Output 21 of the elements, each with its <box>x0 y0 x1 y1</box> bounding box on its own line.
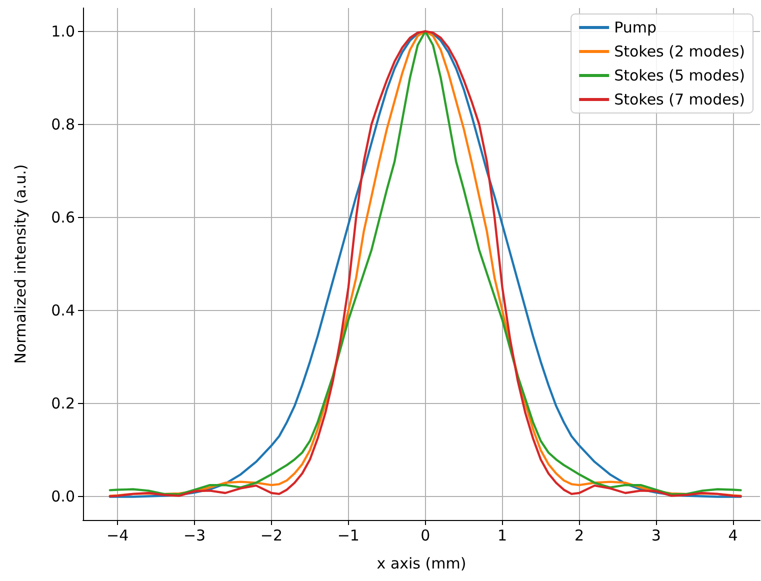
x-tick-label: −2 <box>260 526 283 544</box>
x-tick-label: 2 <box>574 526 584 544</box>
x-tick-label: 1 <box>498 526 508 544</box>
legend-label: Stokes (5 modes) <box>614 66 746 84</box>
x-tick-label: 3 <box>651 526 661 544</box>
y-axis-title: Normalized intensity (a.u.) <box>12 164 30 364</box>
x-tick-label: −4 <box>106 526 129 544</box>
x-tick-label: 0 <box>420 526 430 544</box>
y-tick-label: 1.0 <box>51 22 75 40</box>
x-tick-label: −1 <box>337 526 360 544</box>
y-tick-label: 0.6 <box>51 208 75 226</box>
x-tick-label: 4 <box>728 526 738 544</box>
legend-label: Pump <box>614 18 657 36</box>
y-tick-label: 0.2 <box>51 394 75 413</box>
y-tick-label: 0.0 <box>51 488 75 506</box>
x-axis-title: x axis (mm) <box>376 554 466 572</box>
y-tick-label: 0.8 <box>51 115 75 134</box>
legend-label: Stokes (2 modes) <box>614 42 746 60</box>
y-tick-label: 0.4 <box>51 302 75 320</box>
legend-label: Stokes (7 modes) <box>614 90 746 108</box>
x-tick-label: −3 <box>183 526 206 544</box>
